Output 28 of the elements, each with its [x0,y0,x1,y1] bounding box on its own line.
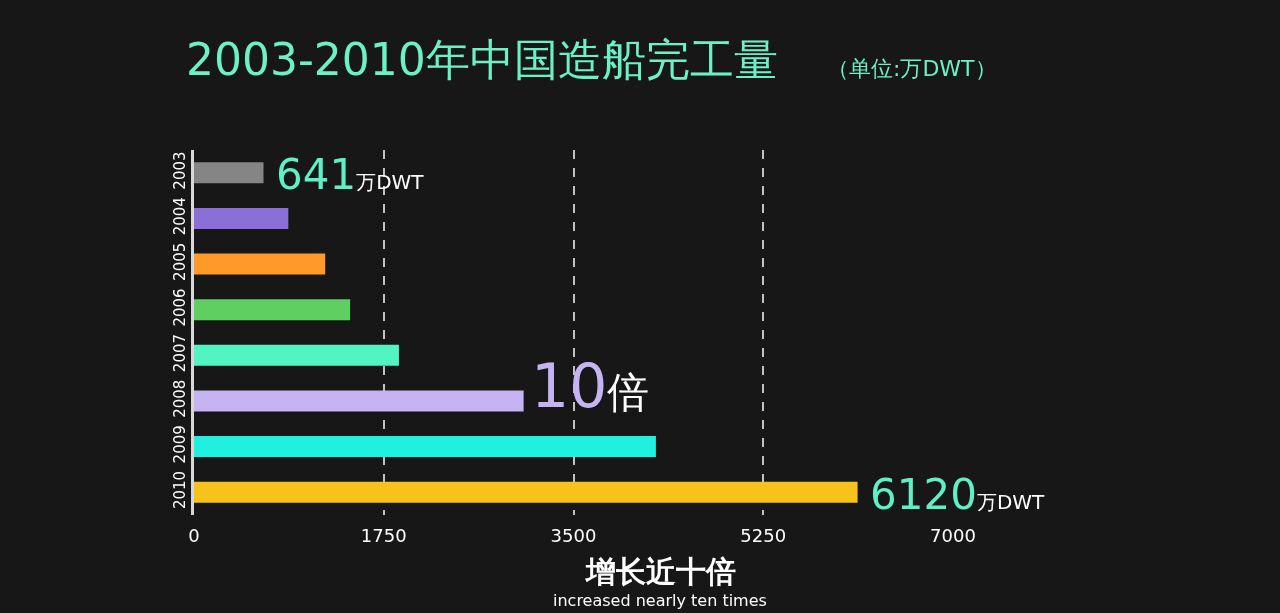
bar [194,162,264,184]
x-tick-label: 5250 [740,525,787,546]
y-tick-label: 2010 [171,470,189,510]
chart-title: 2003-2010年中国造船完工量 [186,34,778,86]
annotation: 10倍 [531,351,650,421]
y-tick-label: 2006 [171,288,189,327]
y-tick-label: 2008 [171,379,189,418]
bar [194,344,399,366]
x-tick-label: 7000 [930,525,976,546]
bar [194,481,858,503]
x-tick-label: 1750 [360,525,407,546]
text: 增长近十倍 [584,554,736,589]
bar [194,299,351,321]
y-tick-label: 2004 [171,197,189,236]
y-tick-label: 2009 [171,425,189,464]
text: increased nearly ten times [553,591,767,610]
bar [194,207,289,229]
y-tick-label: 2003 [171,151,189,190]
data-label: 6120万DWT [870,470,1046,519]
y-tick-label: 2005 [171,242,189,281]
x-tick-label: 3500 [550,525,597,546]
bar [194,436,656,458]
x-tick-label: 0 [188,525,200,546]
data-label: 641万DWT [276,150,425,199]
bar [194,390,524,412]
y-tick-label: 2007 [171,333,189,373]
bar [194,253,326,275]
chart-subtitle: （单位:万DWT） [827,56,997,81]
